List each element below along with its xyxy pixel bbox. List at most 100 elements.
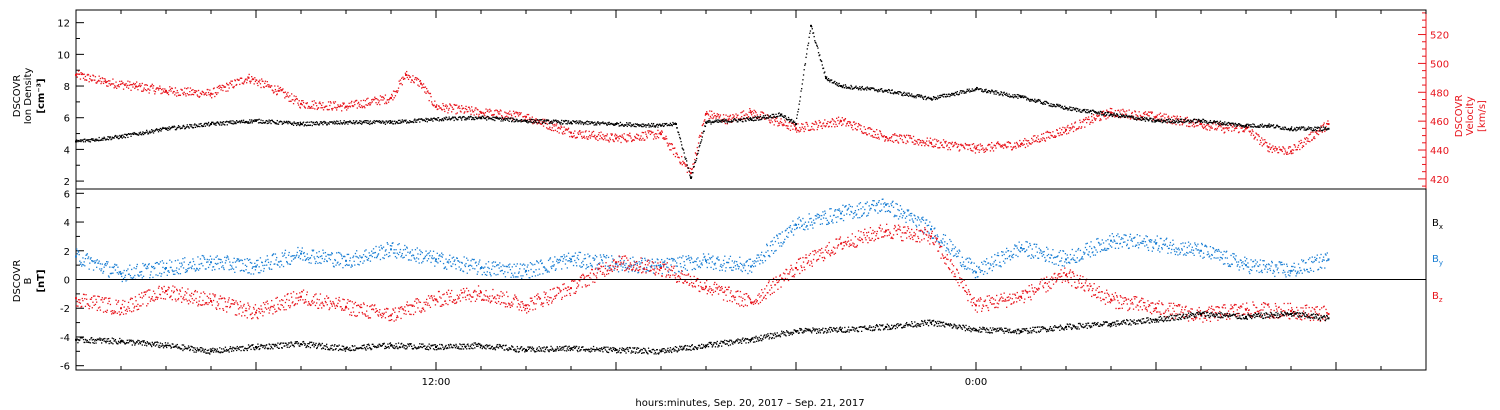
density-sample [558,121,560,123]
by-sample [234,271,236,274]
velocity-sample [459,110,462,112]
by-sample [442,262,445,265]
density-sample [919,96,922,98]
density-sample [115,135,117,137]
by-sample [462,270,465,273]
velocity-sample [514,112,516,114]
by-sample [374,256,376,259]
velocity-sample [913,143,915,145]
by-sample [316,255,318,258]
velocity-sample [1019,145,1022,148]
velocity-sample [262,80,264,83]
velocity-sample [732,113,734,116]
by-sample [204,258,206,261]
velocity-sample [226,82,228,85]
density-sample [386,122,388,124]
by-sample [553,264,555,266]
by-sample [531,263,533,265]
velocity-sample [166,91,168,93]
density-sample [968,88,970,90]
density-sample [1199,120,1201,122]
velocity-sample [669,149,671,151]
velocity-sample [360,100,362,102]
velocity-sample [457,107,459,109]
velocity-sample [462,107,465,109]
velocity-sample [1024,137,1026,140]
density-sample [732,119,735,121]
by-sample [620,265,622,267]
density-sample [235,122,237,125]
by-sample [583,258,585,260]
velocity-sample [1259,139,1262,142]
density-sample [739,118,741,120]
density-sample [731,120,733,122]
velocity-sample [208,93,210,96]
velocity-sample [857,126,859,128]
velocity-sample [294,98,297,101]
velocity-sample [908,135,910,137]
density-point [1267,124,1270,127]
velocity-sample [1167,115,1170,117]
by-sample [302,259,304,261]
density-sample [1318,126,1320,129]
velocity-sample [488,111,490,113]
velocity-sample [667,144,670,146]
by-sample [322,249,324,251]
velocity-sample [707,114,710,116]
by-sample [409,252,411,254]
by-sample [607,256,610,259]
density-sample [555,119,557,121]
by-sample [532,264,534,266]
by-sample [621,269,623,271]
velocity-sample [964,147,966,150]
density-sample [1167,118,1170,120]
by-sample [572,255,574,257]
by-sample [551,265,553,267]
density-sample [948,93,950,95]
density-sample [493,116,495,119]
velocity-sample [883,135,885,137]
by-sample [238,260,240,263]
velocity-sample [1252,134,1255,136]
by-sample [534,263,536,266]
density-sample [177,126,179,129]
density-sample [1304,127,1306,129]
density-sample [1154,121,1157,123]
density-sample [266,122,268,125]
velocity-sample [787,125,789,127]
velocity-sample [106,80,108,83]
by-sample [405,254,407,257]
velocity-sample [1188,122,1190,125]
density-sample [775,113,777,115]
density-sample [1217,122,1219,125]
density-sample [1189,121,1191,123]
velocity-sample [574,130,576,132]
velocity-sample [104,79,107,81]
by-sample [377,253,380,255]
velocity-sample [1201,123,1203,125]
density-sample [672,121,674,124]
density-sample [331,121,333,123]
by-sample [527,270,530,272]
by-sample [561,255,563,258]
velocity-sample [246,79,248,81]
density-sample [168,126,170,128]
by-sample [436,252,438,254]
velocity-sample [666,142,668,144]
by-sample [432,258,434,260]
by-sample [434,260,437,262]
density-sample [1121,116,1123,118]
density-sample [1160,119,1162,121]
velocity-sample [742,118,744,121]
velocity-sample [170,90,172,92]
density-sample [860,89,862,91]
velocity-sample [151,83,153,85]
by-sample [571,260,573,263]
velocity-sample [670,149,672,151]
velocity-sample [591,131,593,133]
velocity-sample [843,120,845,122]
velocity-sample [388,99,390,101]
